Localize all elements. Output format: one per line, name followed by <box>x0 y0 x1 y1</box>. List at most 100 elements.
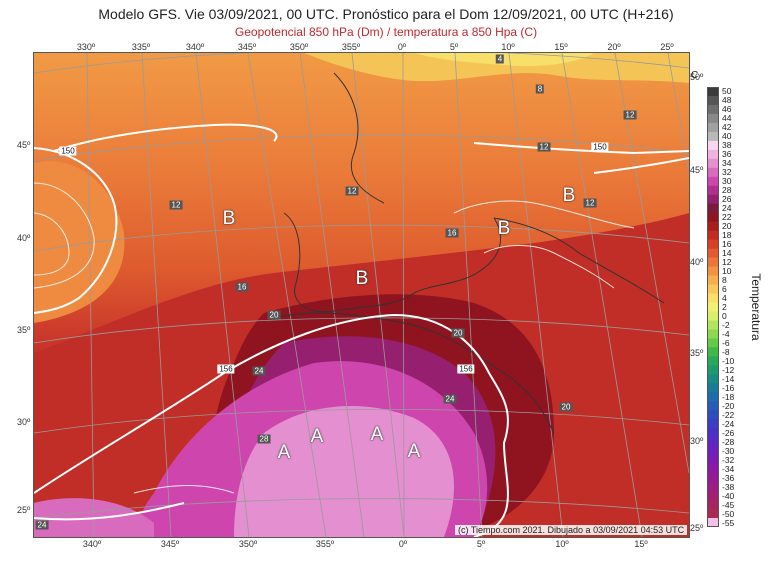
legend-label: 42 <box>722 122 732 133</box>
legend-label: -20 <box>722 400 735 411</box>
legend-label: -28 <box>722 436 735 447</box>
legend-color-bar <box>707 87 719 527</box>
geopotential-contours <box>34 123 689 537</box>
map-subtitle: Geopotencial 850 hPa (Dm) / temperatura … <box>234 25 538 39</box>
high-pressure-label: A <box>277 442 291 463</box>
legend-swatch <box>707 167 719 178</box>
legend-label: -2 <box>722 319 730 330</box>
legend-swatch <box>707 230 719 241</box>
legend-label: 46 <box>722 104 732 115</box>
right-lat-label: 45º <box>690 165 704 175</box>
legend-swatch <box>707 410 719 420</box>
legend-swatch <box>707 311 719 321</box>
legend-label: 16 <box>722 239 732 250</box>
isotherm-label: 16 <box>445 228 459 238</box>
bottom-lon-label: 5º <box>476 539 486 549</box>
left-lat-label: 40º <box>17 233 31 243</box>
top-lon-label: 20º <box>607 42 621 52</box>
legend-label: 20 <box>722 221 732 232</box>
legend-swatch <box>707 194 719 205</box>
legend-label: 38 <box>722 140 732 151</box>
low-pressure-label: B <box>497 218 511 239</box>
legend-swatch <box>707 140 719 151</box>
legend-swatch <box>707 176 719 187</box>
legend-label: -55 <box>722 517 735 528</box>
legend-swatch <box>707 131 719 142</box>
legend-label: 34 <box>722 158 732 169</box>
legend-label: -6 <box>722 337 730 348</box>
legend-unit: C <box>691 70 699 81</box>
bottom-lon-label: 355º <box>315 539 335 549</box>
legend-swatch <box>707 482 719 492</box>
high-pressure-label: A <box>407 441 421 462</box>
legend-swatch <box>707 113 719 124</box>
legend-label: -8 <box>722 346 730 357</box>
legend-swatch <box>707 87 719 97</box>
legend-label: -40 <box>722 490 735 501</box>
legend-label: -18 <box>722 391 735 402</box>
legend-title: Temperatura <box>749 273 763 341</box>
legend-label: -30 <box>722 445 735 456</box>
legend-swatch <box>707 383 719 393</box>
legend-label: 6 <box>722 284 727 295</box>
high-pressure-label: A <box>370 424 384 445</box>
right-lat-label: 30º <box>690 436 704 446</box>
top-lon-label: 5º <box>449 42 459 52</box>
isotherm-label: 12 <box>169 200 183 210</box>
legend-label: 8 <box>722 275 727 286</box>
legend-swatch <box>707 518 719 527</box>
legend-label: -22 <box>722 409 735 420</box>
legend-label: 40 <box>722 131 732 142</box>
contour-label: 156 <box>217 364 235 374</box>
legend-swatch <box>707 419 719 429</box>
legend-swatch <box>707 302 719 312</box>
legend-swatch <box>707 293 719 304</box>
legend-swatch <box>707 212 719 223</box>
legend-swatch <box>707 374 719 384</box>
bottom-lon-label: 340º <box>82 539 102 549</box>
contour-label: 156 <box>457 364 475 374</box>
left-lat-label: 45º <box>17 140 31 150</box>
top-lon-label: 345º <box>237 42 257 52</box>
legend-label: -4 <box>722 328 730 339</box>
legend-swatch <box>707 95 719 106</box>
legend-label: 28 <box>722 185 732 196</box>
bottom-lon-label: 350º <box>238 539 258 549</box>
legend-label: -50 <box>722 508 735 519</box>
isotherm-label: 28 <box>257 434 271 444</box>
legend-label: -10 <box>722 355 735 366</box>
legend-swatch <box>707 221 719 232</box>
weather-map: B B B B A A A A 150 150 156 156 4 8 12 1… <box>33 52 690 538</box>
legend-swatch <box>707 392 719 402</box>
legend-label: -45 <box>722 499 735 510</box>
legend-label: 32 <box>722 167 732 178</box>
legend-swatch <box>707 257 719 268</box>
right-lat-label: 40º <box>690 257 704 267</box>
legend-swatch <box>707 266 719 277</box>
legend-swatch <box>707 401 719 411</box>
legend-label: -12 <box>722 364 735 375</box>
isotherm-label: 20 <box>267 310 281 320</box>
legend-label: 22 <box>722 212 732 223</box>
legend-label: 50 <box>722 86 732 97</box>
top-lon-label: 340º <box>185 42 205 52</box>
isotherm-label: 12 <box>345 186 359 196</box>
legend-label: -32 <box>722 454 735 465</box>
legend-label: 4 <box>722 293 727 304</box>
legend-label: 12 <box>722 257 732 268</box>
legend-label: -26 <box>722 427 735 438</box>
legend-label: 24 <box>722 203 732 214</box>
top-lon-label: 10º <box>501 42 515 52</box>
low-pressure-label: B <box>355 268 369 289</box>
legend-swatch <box>707 122 719 133</box>
legend-swatch <box>707 491 719 501</box>
legend-swatch <box>707 464 719 474</box>
bottom-lon-label: 15º <box>634 539 648 549</box>
legend-label: 2 <box>722 302 727 312</box>
legend-swatch <box>707 239 719 250</box>
isotherm-label: 4 <box>495 54 505 64</box>
legend-label: 36 <box>722 149 732 160</box>
legend-label: -36 <box>722 472 735 483</box>
low-pressure-label: B <box>222 208 236 229</box>
legend-swatch <box>707 203 719 214</box>
